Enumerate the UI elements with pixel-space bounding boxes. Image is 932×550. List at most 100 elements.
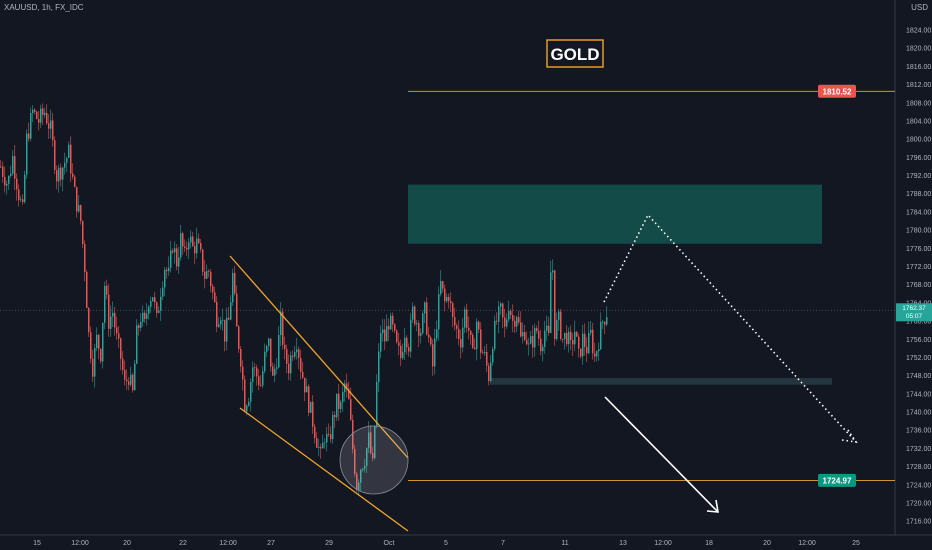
candle-body bbox=[50, 120, 52, 129]
candle-body bbox=[260, 385, 262, 387]
candle-body bbox=[68, 144, 70, 158]
candle-body bbox=[178, 257, 180, 267]
candle-body bbox=[410, 319, 412, 352]
target-up-tag bbox=[818, 84, 856, 98]
candle-body bbox=[556, 320, 558, 339]
time-tick-label: 15 bbox=[33, 540, 41, 547]
candle-body bbox=[36, 111, 38, 119]
current-price-label: 1762.37 bbox=[902, 305, 926, 312]
candle-body bbox=[18, 189, 20, 201]
candle-body bbox=[432, 344, 434, 367]
wedge-upper-trendline[interactable] bbox=[229, 255, 409, 459]
wedge-lower-trendline[interactable] bbox=[239, 407, 409, 532]
candle-body bbox=[32, 109, 34, 114]
candle-body bbox=[224, 319, 226, 342]
candle-body bbox=[338, 393, 340, 410]
candle-body bbox=[440, 281, 442, 295]
candle-body bbox=[152, 297, 154, 302]
candle-body bbox=[96, 334, 98, 349]
price-tick-label: 1760.00 bbox=[906, 319, 931, 326]
candle-body bbox=[434, 338, 436, 367]
time-tick-label: 29 bbox=[325, 540, 333, 547]
title-frame bbox=[546, 39, 604, 68]
candle-body bbox=[242, 366, 244, 380]
projected-path-dotted[interactable] bbox=[603, 213, 857, 443]
candle-body bbox=[226, 317, 228, 342]
bearish-arrow[interactable] bbox=[604, 396, 719, 513]
price-tick-label: 1812.00 bbox=[906, 82, 931, 89]
candle-body bbox=[574, 331, 576, 345]
bar-countdown-label: 05:07 bbox=[906, 313, 923, 320]
candle-body bbox=[456, 325, 458, 329]
candle-body bbox=[450, 301, 452, 304]
candle-body bbox=[296, 349, 298, 353]
candle-body bbox=[66, 157, 68, 163]
time-scale[interactable]: 15 12:00 20 22 12:00 27 29 Oct 5 7 11 13 12:00 18 20 12… bbox=[33, 540, 860, 547]
time-tick-label: 18 bbox=[705, 540, 713, 547]
candle-body bbox=[534, 328, 536, 348]
candle-body bbox=[134, 363, 136, 391]
candle-body bbox=[254, 367, 256, 369]
candle-body bbox=[386, 325, 388, 342]
candle-body bbox=[362, 468, 364, 470]
candle-body bbox=[294, 352, 296, 357]
candle-body bbox=[428, 334, 430, 338]
breakout-circle-highlight[interactable] bbox=[339, 425, 409, 495]
candle-body bbox=[354, 449, 356, 474]
candle-body bbox=[596, 351, 598, 357]
candle-body bbox=[222, 319, 224, 321]
price-tick-label: 1768.00 bbox=[906, 282, 931, 289]
candle-body bbox=[492, 348, 494, 363]
candle-body bbox=[232, 272, 234, 303]
candle-body bbox=[402, 352, 404, 359]
candle-body bbox=[416, 323, 418, 325]
price-scale[interactable]: 1716.00 1720.00 1724.00 1728.00 1732.00 1736.… bbox=[906, 28, 931, 526]
candle-body bbox=[248, 401, 250, 406]
candle-body bbox=[584, 333, 586, 347]
price-tick-label: 1736.00 bbox=[906, 428, 931, 435]
candle-body bbox=[30, 113, 32, 139]
candle-body bbox=[374, 426, 376, 459]
candle-body bbox=[40, 108, 42, 123]
candle-body bbox=[516, 317, 518, 327]
candle-body bbox=[388, 325, 390, 330]
candle-body bbox=[536, 328, 538, 332]
candle-body bbox=[356, 473, 358, 491]
candle-body bbox=[124, 369, 126, 380]
candle-body bbox=[52, 120, 54, 141]
candle-body bbox=[286, 349, 288, 364]
candle-body bbox=[462, 327, 464, 348]
candle-body bbox=[346, 383, 348, 389]
resistance-zone[interactable] bbox=[408, 184, 822, 244]
candle-body bbox=[518, 317, 520, 323]
candle-body bbox=[162, 287, 164, 297]
price-tick-label: 1732.00 bbox=[906, 446, 931, 453]
time-tick-label: 13 bbox=[619, 540, 627, 547]
candle-body bbox=[154, 297, 156, 303]
candle-body bbox=[86, 272, 88, 309]
candle-body bbox=[572, 340, 574, 345]
candle-body bbox=[212, 286, 214, 293]
candle-body bbox=[408, 347, 410, 352]
candle-body bbox=[308, 386, 310, 413]
candle-body bbox=[508, 311, 510, 320]
candle-body bbox=[202, 249, 204, 272]
candle-body bbox=[100, 348, 102, 362]
candle-body bbox=[146, 313, 148, 319]
candle-body bbox=[310, 401, 312, 413]
candle-body bbox=[322, 442, 324, 449]
support-zone[interactable] bbox=[490, 377, 832, 385]
price-tick-label: 1776.00 bbox=[906, 246, 931, 253]
candle-body bbox=[22, 199, 24, 202]
time-tick-label: 22 bbox=[179, 540, 187, 547]
candle-body bbox=[194, 246, 196, 254]
candle-body bbox=[92, 358, 94, 377]
candle-body bbox=[400, 345, 402, 359]
candle-body bbox=[480, 329, 482, 353]
time-tick-label: 20 bbox=[123, 540, 131, 547]
candle-body bbox=[510, 311, 512, 316]
candle-body bbox=[578, 336, 580, 349]
candle-body bbox=[326, 434, 328, 443]
candle-body bbox=[606, 317, 608, 325]
